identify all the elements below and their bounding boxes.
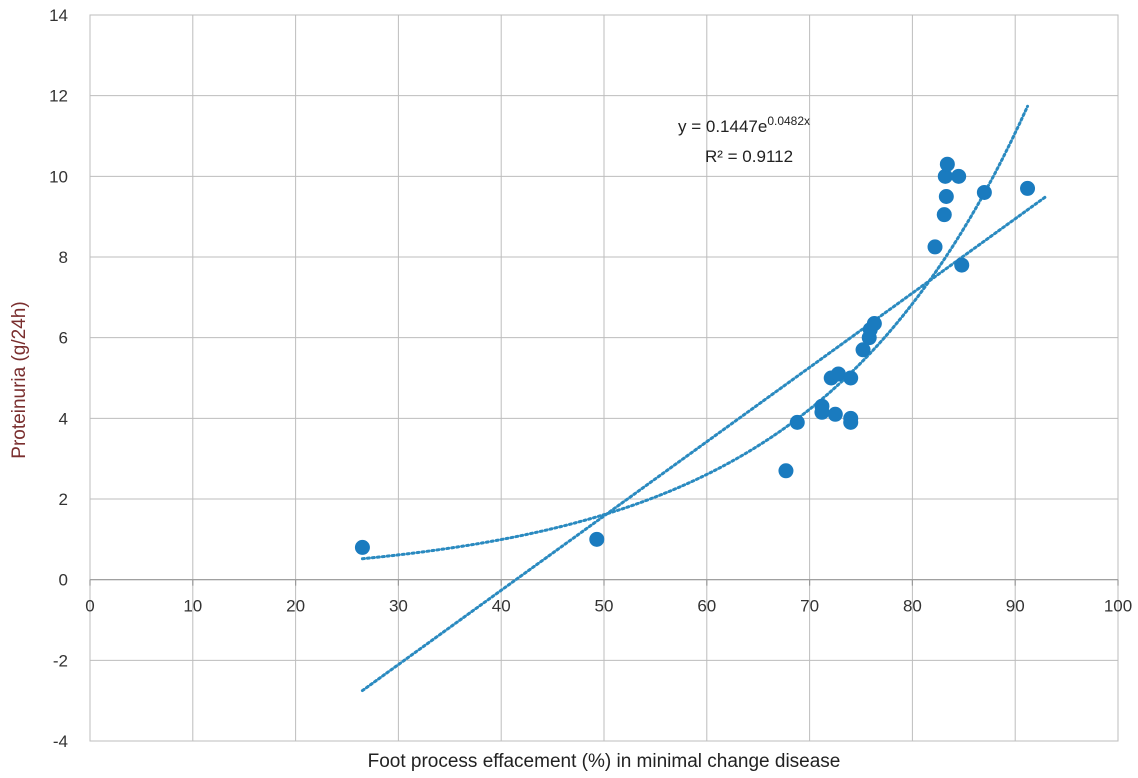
r-squared: R² = 0.9112 [705, 147, 793, 166]
y-tick-label: 6 [59, 329, 68, 348]
data-point [855, 342, 871, 358]
x-tick-label: 70 [800, 597, 819, 616]
data-point [1020, 180, 1036, 196]
y-tick-label: 4 [59, 409, 68, 428]
data-point [927, 239, 943, 255]
x-tick-label: 80 [903, 597, 922, 616]
data-point [589, 531, 605, 547]
data-point [976, 184, 992, 200]
linear-trendline [360, 195, 1048, 693]
x-tick-label: 0 [85, 597, 94, 616]
y-tick-label: 0 [59, 571, 68, 590]
y-tick-label: -4 [53, 732, 68, 751]
data-point [843, 370, 859, 386]
x-tick-label: 100 [1104, 597, 1132, 616]
y-tick-label: 8 [59, 248, 68, 267]
data-point [843, 414, 859, 430]
x-tick-label: 50 [595, 597, 614, 616]
y-tick-label: 14 [49, 6, 68, 25]
equation-exponent: 0.0482x [767, 114, 810, 128]
data-point [778, 463, 794, 479]
trendlines [360, 104, 1048, 693]
data-point [789, 414, 805, 430]
data-point [830, 366, 846, 382]
y-axis-ticks: -4 -2 0 2 4 6 8 10 12 14 [49, 6, 68, 751]
x-tick-label: 60 [697, 597, 716, 616]
equation-prefix: y = 0.1447e [678, 117, 767, 136]
x-axis-ticks: 0 10 20 30 40 50 60 70 80 90 100 [85, 597, 1132, 616]
x-tick-label: 30 [389, 597, 408, 616]
y-tick-label: 12 [49, 87, 68, 106]
x-axis-title: Foot process effacement (%) in minimal c… [368, 751, 841, 772]
x-tick-label: 90 [1006, 597, 1025, 616]
y-tick-label: -2 [53, 651, 68, 670]
x-tick-label: 10 [183, 597, 202, 616]
data-points [354, 156, 1036, 555]
x-tick-label: 20 [286, 597, 305, 616]
y-tick-label: 2 [59, 490, 68, 509]
y-axis-title: Proteinuria (g/24h) [9, 301, 30, 458]
data-point [827, 406, 843, 422]
data-point [951, 168, 967, 184]
trend-equation: y = 0.1447e0.0482x [678, 114, 810, 136]
data-point [939, 156, 955, 172]
data-point [936, 207, 952, 223]
gridlines [89, 14, 1119, 742]
data-point [354, 539, 370, 555]
data-point [866, 316, 882, 332]
x-tick-label: 40 [492, 597, 511, 616]
y-tick-label: 10 [49, 167, 68, 186]
data-point [954, 257, 970, 273]
data-point [814, 404, 830, 420]
exponential-trendline [360, 104, 1030, 561]
data-point [938, 189, 954, 204]
data-point [937, 168, 953, 184]
